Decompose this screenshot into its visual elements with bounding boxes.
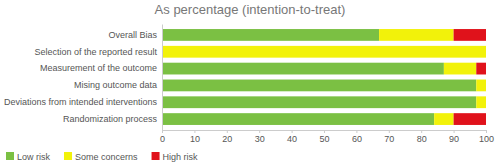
legend-item: Low risk: [6, 152, 51, 162]
tick-mark: [292, 130, 293, 133]
bars: [162, 29, 486, 125]
tick-mark: [486, 130, 487, 133]
tick-label: Selection of the reported result: [34, 47, 157, 57]
tick: 20: [222, 130, 232, 144]
tick: 90: [449, 130, 459, 144]
bar: [486, 80, 487, 92]
bar: [162, 63, 444, 75]
chart: As percentage (intention-to-treat) 0 10 20 3…: [0, 0, 500, 168]
legend-swatch: [6, 152, 14, 160]
tick-label: 100: [479, 134, 494, 144]
legend-swatch: [64, 152, 72, 160]
series: [162, 29, 476, 125]
bar: [454, 113, 486, 125]
tick: 0: [160, 130, 165, 144]
tick: Mising outcome data: [74, 80, 162, 90]
tick-mark: [356, 130, 357, 133]
tick-mark: [389, 130, 390, 133]
tick-mark: [194, 130, 195, 133]
bar: [444, 63, 476, 75]
tick: Randomization process: [63, 114, 162, 124]
title: As percentage (intention-to-treat): [155, 2, 346, 17]
tick-label: 90: [449, 134, 459, 144]
tick: Deviations from intended interventions: [4, 97, 162, 107]
tick: Overall Bias: [108, 30, 162, 40]
tick-mark: [454, 130, 455, 133]
legend-item: Some concerns: [64, 152, 138, 162]
tick-label: 70: [384, 134, 394, 144]
tick: Measurement of the outcome: [40, 63, 162, 73]
tick: 30: [255, 130, 265, 144]
x-axis: 0 10 20 30 40 50 60 70 80 90 100: [160, 130, 494, 144]
legend-item: High risk: [152, 152, 199, 162]
bar: [162, 113, 434, 125]
tick: Selection of the reported result: [34, 47, 162, 57]
axis-line: [162, 25, 163, 131]
tick-label: Mising outcome data: [74, 80, 157, 90]
bar: [486, 96, 487, 108]
tick-label: 50: [319, 134, 329, 144]
tick-label: Deviations from intended interventions: [4, 97, 158, 107]
legend-swatch: [152, 152, 160, 160]
tick-mark: [259, 130, 260, 133]
tick: 70: [384, 130, 394, 144]
tick: 10: [190, 130, 200, 144]
bar: [162, 80, 476, 92]
bar: [379, 29, 454, 41]
bar: [162, 29, 379, 41]
legend: Low risk Some concerns High risk: [6, 152, 198, 162]
tick-label: 80: [417, 134, 427, 144]
legend-label: Some concerns: [75, 152, 138, 162]
tick-mark: [324, 130, 325, 133]
bar: [454, 29, 486, 41]
tick: 80: [417, 130, 427, 144]
tick-label: 0: [160, 134, 165, 144]
tick-mark: [227, 130, 228, 133]
tick: 100: [479, 130, 494, 144]
bar: [162, 96, 476, 108]
series: [454, 29, 486, 125]
tick-mark: [421, 130, 422, 133]
series: [162, 29, 486, 125]
tick-label: 10: [190, 134, 200, 144]
tick-label: Overall Bias: [108, 30, 157, 40]
bar: [486, 46, 487, 58]
tick-label: Randomization process: [63, 114, 158, 124]
tick: 40: [287, 130, 297, 144]
tick-label: 60: [352, 134, 362, 144]
tick-label: 20: [222, 134, 232, 144]
tick-label: Measurement of the outcome: [40, 63, 157, 73]
tick: 50: [319, 130, 329, 144]
legend-label: High risk: [163, 152, 199, 162]
bar: [162, 46, 486, 58]
plot: 0 10 20 30 40 50 60 70 80 90 100 Overall Bias Select…: [4, 25, 494, 145]
bar: [434, 113, 453, 125]
bar: [476, 63, 486, 75]
tick-label: 40: [287, 134, 297, 144]
legend-label: Low risk: [17, 152, 51, 162]
bar: [476, 96, 486, 108]
bar: [476, 80, 486, 92]
tick-label: 30: [255, 134, 265, 144]
tick: 60: [352, 130, 362, 144]
y-axis: Overall Bias Selection of the reported re…: [4, 25, 163, 131]
